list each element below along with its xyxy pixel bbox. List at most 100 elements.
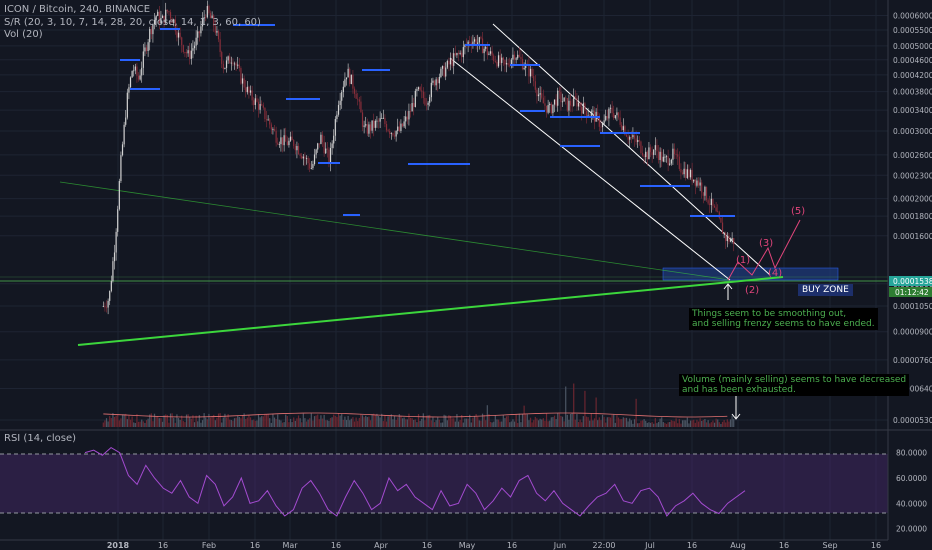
volume-bar: [438, 419, 440, 427]
volume-bar: [456, 414, 458, 427]
x-tick-label: May: [459, 541, 476, 550]
candle-body: [177, 32, 180, 38]
volume-bar: [232, 420, 234, 427]
candle-body: [219, 39, 221, 53]
volume-bar: [376, 413, 378, 427]
volume-bar: [320, 415, 322, 427]
volume-bar: [581, 422, 583, 427]
volume-bar: [197, 421, 199, 427]
candle-body: [709, 203, 711, 205]
volume-indicator-label[interactable]: Vol (20): [4, 29, 43, 40]
volume-bar: [480, 420, 482, 427]
candle-body: [360, 101, 362, 113]
candle-body: [437, 79, 439, 84]
candle-body: [545, 105, 548, 113]
candle-body: [443, 66, 445, 77]
volume-bar: [560, 416, 562, 427]
volume-bar: [688, 423, 690, 427]
candle-body: [126, 92, 128, 118]
volume-bar: [419, 421, 421, 427]
volume-bar: [256, 420, 258, 427]
volume-bar: [507, 415, 509, 427]
volume-bar: [297, 415, 300, 427]
candle-body: [425, 104, 428, 106]
candle-body: [633, 135, 636, 139]
candle-body: [544, 103, 546, 106]
volume-bar: [177, 418, 180, 427]
candle-body: [117, 209, 119, 232]
candle-body: [321, 134, 324, 143]
volume-bar: [241, 415, 244, 427]
volume-bar: [553, 415, 556, 427]
volume-bar: [717, 419, 719, 427]
candle-body: [261, 104, 263, 106]
candle-body: [729, 239, 732, 242]
candle-body: [726, 235, 728, 242]
rsi-indicator-label[interactable]: RSI (14, close): [4, 433, 77, 444]
volume-bar: [259, 417, 261, 427]
volume-bar: [237, 415, 239, 427]
candle-body: [307, 158, 309, 164]
candle-body: [430, 82, 432, 98]
x-tick-label: 16: [422, 541, 432, 550]
volume-bar: [629, 418, 631, 427]
volume-bar: [296, 418, 298, 427]
volume-bar: [576, 414, 578, 427]
volume-bar: [395, 419, 397, 427]
volume-bar: [597, 420, 599, 427]
candle-body: [441, 66, 444, 69]
candle-body: [683, 168, 685, 175]
volume-bar: [133, 422, 135, 427]
volume-bar: [294, 420, 296, 427]
candle-body: [408, 110, 410, 120]
volume-bar: [619, 419, 621, 427]
candle-body: [673, 148, 676, 155]
candle-body: [493, 55, 495, 61]
candle-body: [248, 86, 250, 93]
candle-body: [238, 64, 240, 69]
volume-bar: [174, 422, 176, 427]
candle-body: [153, 20, 156, 25]
volume-bar: [646, 422, 648, 427]
volume-bar: [413, 420, 415, 427]
candle-body: [573, 96, 575, 106]
volume-bar: [176, 414, 178, 427]
volume-bar: [525, 413, 527, 427]
volume-note: Volume (mainly selling) seems to have de…: [679, 374, 910, 396]
candle-body: [225, 60, 228, 68]
candle-body: [590, 111, 592, 116]
x-tick-label: 16: [779, 541, 789, 550]
x-tick-label: 22:00: [592, 541, 615, 550]
volume-bar: [448, 415, 450, 427]
candle-body: [397, 126, 399, 131]
volume-bar: [333, 414, 335, 427]
volume-bar: [131, 416, 133, 427]
volume-bar: [139, 421, 141, 427]
volume-bar: [521, 414, 524, 427]
candle-body: [233, 63, 236, 65]
volume-bar: [150, 413, 152, 427]
x-tick-label: 2018: [107, 541, 130, 550]
volume-bar: [345, 420, 348, 427]
volume-bar: [336, 416, 338, 427]
volume-bar: [574, 419, 576, 427]
candle-body: [214, 26, 216, 33]
price-axis: 0.0006000 0.0005500 0.0005000 0.0004600 0.00…: [893, 11, 932, 425]
volume-bar: [149, 414, 151, 427]
volume-bar: [137, 421, 140, 427]
sr-indicator-label[interactable]: S/R (20, 3, 10, 7, 14, 28, 20, close, 14…: [4, 17, 261, 28]
candle-body: [627, 136, 629, 140]
volume-bar: [489, 421, 492, 427]
volume-bar: [552, 417, 554, 427]
volume-bar: [515, 414, 517, 427]
y-tick-label: 0.0002300: [893, 171, 932, 180]
candle-body: [560, 91, 562, 103]
volume-bar: [563, 421, 565, 427]
candle-body: [107, 300, 109, 308]
candle-body: [486, 46, 488, 55]
volume-bar: [616, 415, 618, 427]
volume-bar: [406, 419, 408, 427]
candle-body: [696, 180, 698, 186]
candle-body: [229, 56, 231, 64]
